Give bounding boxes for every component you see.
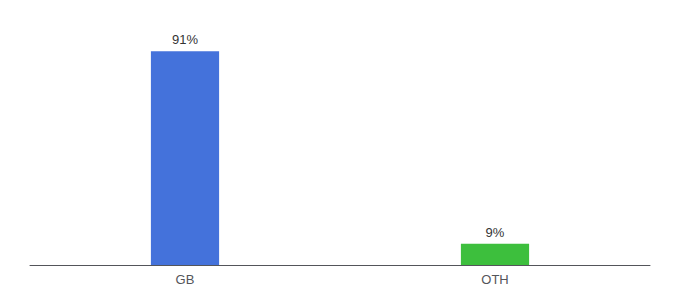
svg-text:GB: GB <box>176 272 195 287</box>
svg-text:9%: 9% <box>486 225 505 240</box>
svg-text:OTH: OTH <box>481 272 508 287</box>
svg-text:91%: 91% <box>172 32 198 47</box>
